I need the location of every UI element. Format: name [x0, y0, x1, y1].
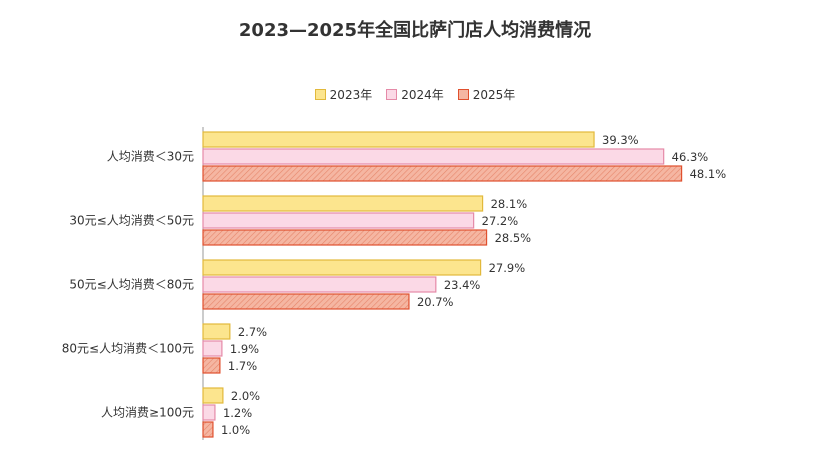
data-label: 1.0% [221, 423, 250, 437]
data-label: 23.4% [444, 278, 481, 292]
legend-label-2025: 2025年 [472, 88, 516, 102]
bar-2024-2 [202, 276, 437, 293]
bar-2024-4 [202, 404, 216, 421]
chart-title: 2023—2025年全国比萨门店人均消费情况 [238, 20, 592, 41]
category-label: 人均消费≥100元 [101, 406, 194, 420]
bar-2023-0 [202, 131, 595, 148]
data-label: 1.2% [223, 406, 252, 420]
category-label: 50元≤人均消费＜80元 [69, 278, 194, 292]
bar-2025-2 [202, 293, 410, 310]
category-label: 30元≤人均消费＜50元 [69, 214, 194, 228]
data-label: 28.5% [495, 231, 532, 245]
bar-2025-4 [202, 421, 214, 438]
data-label: 48.1% [690, 167, 727, 181]
data-label: 2.0% [231, 389, 260, 403]
legend-label-2024: 2024年 [401, 88, 444, 102]
data-label: 2.7% [238, 325, 267, 339]
chart-legend: 2023年 2024年 2025年 [0, 86, 830, 103]
legend-item-2023: 2023年 [314, 86, 373, 103]
legend-swatch-2024 [386, 89, 398, 100]
data-label: 46.3% [672, 150, 709, 164]
data-label: 1.9% [230, 342, 259, 356]
data-label: 1.7% [228, 359, 257, 373]
bar-2024-0 [202, 148, 665, 165]
data-label: 28.1% [491, 197, 528, 211]
bar-2023-2 [202, 259, 482, 276]
category-label: 80元≤人均消费＜100元 [62, 342, 194, 356]
category-label: 人均消费＜30元 [107, 150, 194, 164]
legend-swatch-2025 [457, 89, 469, 100]
bar-2023-3 [202, 323, 231, 340]
legend-item-2024: 2024年 [386, 86, 444, 103]
data-label: 20.7% [417, 295, 454, 309]
bar-2023-4 [202, 387, 224, 404]
bar-2023-1 [202, 195, 484, 212]
legend-label-2023: 2023年 [329, 88, 373, 102]
data-label: 27.9% [489, 261, 526, 275]
legend-item-2025: 2025年 [457, 86, 516, 103]
data-label: 27.2% [482, 214, 519, 228]
data-label: 39.3% [602, 133, 639, 147]
bar-2025-0 [202, 165, 683, 182]
bar-2025-1 [202, 229, 488, 246]
legend-swatch-2023 [314, 89, 326, 100]
bar-2024-3 [202, 340, 223, 357]
bar-2024-1 [202, 212, 475, 229]
bar-2025-3 [202, 357, 221, 374]
